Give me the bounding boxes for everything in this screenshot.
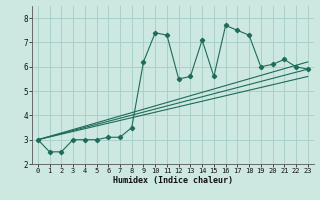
X-axis label: Humidex (Indice chaleur): Humidex (Indice chaleur) <box>113 176 233 185</box>
